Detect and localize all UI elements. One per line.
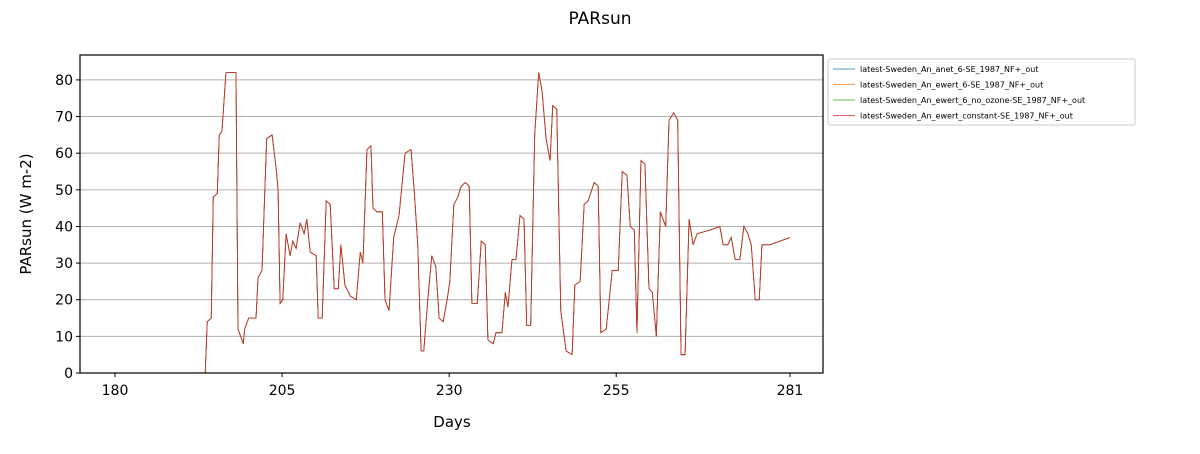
x-tick-label: 230: [436, 383, 463, 399]
x-tick-label: 255: [603, 383, 630, 399]
legend-label: latest-Sweden_An_ewert_6_no_ozone-SE_198…: [860, 96, 1085, 105]
y-tick-label: 60: [55, 146, 73, 162]
x-tick-label: 281: [777, 383, 804, 399]
y-tick-label: 0: [64, 366, 73, 382]
legend-label: latest-Sweden_An_ewert_constant-SE_1987_…: [860, 112, 1073, 121]
x-axis-label: Days: [433, 413, 471, 431]
legend-label: latest-Sweden_An_anet_6-SE_1987_NF+_out: [860, 65, 1038, 74]
y-tick-label: 50: [55, 183, 73, 199]
plot-frame: [79, 54, 824, 374]
y-tick-label: 20: [55, 293, 73, 309]
y-tick-label: 70: [55, 110, 73, 126]
legend-box: [827, 58, 1136, 126]
y-tick-label: 10: [55, 329, 73, 345]
plot-area: [115, 72, 791, 374]
y-tick-label: 30: [55, 256, 73, 272]
y-tick-label: 40: [55, 219, 73, 235]
y-axis-label: PARsun (W m-2): [17, 153, 35, 274]
x-tick-label: 205: [269, 383, 296, 399]
chart-title: PARsun: [568, 9, 631, 29]
legend-label: latest-Sweden_An_ewert_6-SE_1987_NF+_out: [860, 81, 1043, 90]
y-tick-label: 80: [55, 73, 73, 89]
x-tick-label: 180: [102, 383, 129, 399]
series-line: [115, 72, 791, 374]
